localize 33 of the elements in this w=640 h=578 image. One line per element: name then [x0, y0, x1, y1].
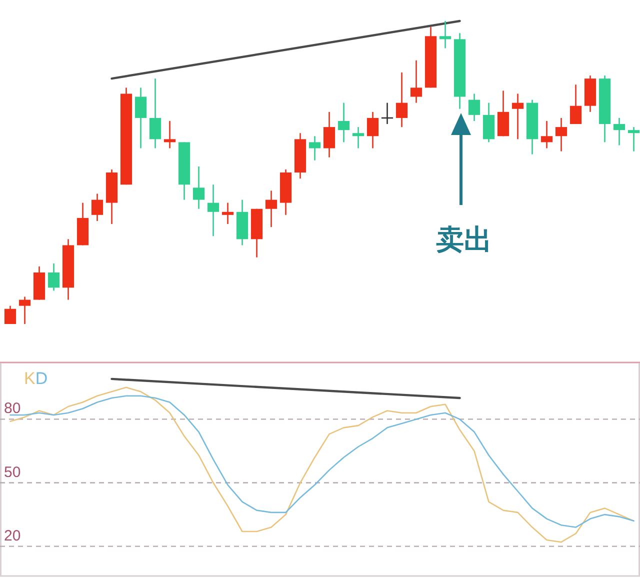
candlestick: [48, 262, 60, 292]
candlestick: [164, 120, 176, 149]
candlestick: [308, 135, 321, 162]
candlestick: [410, 60, 422, 104]
candlestick: [555, 117, 568, 152]
candlestick: [222, 202, 234, 225]
candlestick: [4, 305, 16, 325]
y-tick-label: 20: [4, 527, 21, 544]
y-tick-label: 80: [4, 400, 21, 418]
candlestick: [134, 87, 147, 149]
candlestick: [570, 84, 582, 125]
candlestick: [352, 126, 364, 149]
candlestick: [439, 20, 452, 49]
candlestick: [207, 184, 220, 237]
candlestick: [396, 72, 408, 128]
candlestick: [540, 120, 553, 149]
candlestick: [323, 111, 336, 158]
candlestick: [192, 166, 205, 210]
candlestick: [628, 126, 640, 152]
candlestick: [338, 102, 350, 143]
series-label: K: [24, 369, 36, 388]
candlestick: [18, 296, 31, 325]
candlestick: [91, 193, 104, 222]
annotation: 卖出: [436, 224, 492, 255]
series-label: D: [35, 369, 48, 388]
candlestick: [613, 117, 626, 146]
candlestick: [380, 102, 394, 125]
candlestick: [468, 93, 480, 122]
candlestick: [265, 190, 278, 228]
candlestick: [366, 111, 379, 149]
y-tick-label: 50: [4, 464, 21, 481]
candlestick: [512, 93, 524, 140]
candlestick: [149, 78, 162, 149]
